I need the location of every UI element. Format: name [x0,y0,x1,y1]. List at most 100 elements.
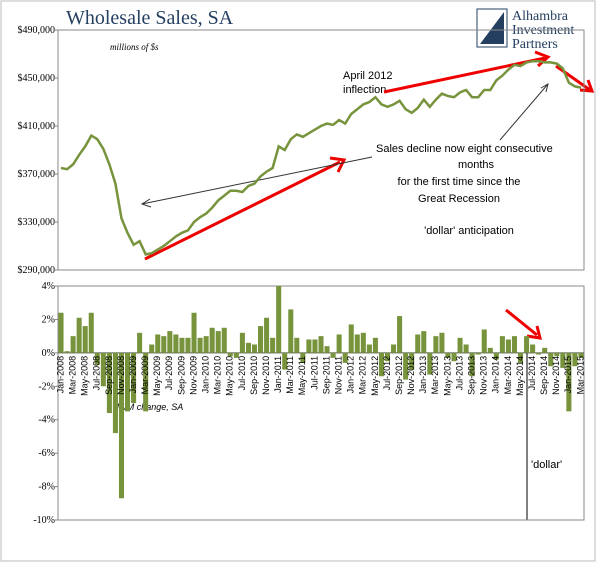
x-tick-label: May-2008 [80,356,90,396]
x-tick-label: Mar-2014 [503,356,513,395]
bar [517,352,524,363]
bar [560,352,566,368]
arrow-head [526,325,543,340]
bar [318,336,324,353]
bar [324,346,330,353]
y-tick-label: $410,000 [18,121,56,132]
bar [100,352,106,387]
x-tick-label: Mar-2013 [430,356,440,395]
bar [209,327,215,353]
x-tick-label: Nov-2008 [116,356,126,395]
pointer-head [540,82,549,93]
bar [112,352,118,434]
x-tick-label: Jul-2011 [309,356,319,390]
x-tick-label: Nov-2011 [334,356,344,394]
y-tick-label: $290,000 [18,265,56,276]
bar [360,332,366,353]
arrows [140,50,595,340]
y-tick-label: 0% [42,348,55,359]
bar [58,312,64,353]
subtitle: millions of $s [110,42,159,52]
x-tick-label: Sep-2013 [467,356,477,395]
bar [391,344,397,353]
annotation: months [458,159,495,171]
x-tick-label: Sep-2014 [539,356,549,395]
x-tick-label: Mar-2011 [285,356,295,394]
y-tick-label: -6% [38,448,55,459]
bar [276,286,282,353]
x-tick-label: Jan-2008 [55,356,65,394]
bar [118,352,125,499]
bar [70,336,76,353]
x-tick-label: May-2012 [370,356,380,396]
bar [227,352,233,357]
bar [348,324,354,353]
pointer-head [140,198,152,208]
bar [282,352,288,370]
x-tick-label: Nov-2010 [261,356,271,395]
bar [312,339,318,353]
bar [300,352,306,363]
x-tick-label: Jan-2010 [201,356,211,394]
x-tick-label: Jul-2010 [237,356,247,391]
bar [505,339,511,353]
y-tick-label: -8% [38,482,55,493]
arrow [505,308,538,337]
plot-frame [57,285,585,521]
bar [463,344,469,353]
bar [487,347,493,353]
bar [469,352,475,377]
bar [179,337,185,353]
bar [221,327,227,353]
x-tick-label: Sep-2011 [321,356,331,394]
logo-text: Alhambra [512,9,569,24]
x-tick-label: Sep-2009 [176,356,186,395]
x-tick-label: Jan-2012 [346,356,356,394]
bar [354,334,360,353]
x-tick-label: Mar-2015 [575,356,585,395]
y-tick-label: -2% [38,381,55,392]
y-tick-label: $370,000 [18,169,56,180]
y-tick-label: $450,000 [18,73,56,84]
x-tick-label: Mar-2008 [67,356,77,395]
bar [397,316,403,353]
bar [433,336,439,353]
pointer [499,83,549,141]
y-axis-label: M/M change, SA [117,402,184,412]
x-tick-label: May-2013 [442,356,452,396]
bar [548,352,554,367]
annotation: 'dollar' anticipation [424,225,514,237]
logo: Alhambra Investment Partners [476,8,574,52]
bar [421,331,427,353]
bar [215,331,221,353]
bar [149,344,155,353]
logo-text: Partners [512,37,558,52]
bar [245,342,251,353]
bar [554,352,560,357]
bar [185,337,191,353]
bar [481,329,487,353]
x-tick-label: Jul-2008 [92,356,102,391]
annotation: inflection [343,84,386,96]
x-tick-label: Jul-2009 [164,356,174,391]
annotation: Sales decline now eight consecutive [376,143,553,155]
bar [264,317,270,353]
bar [64,351,70,353]
bar [131,352,137,403]
line [60,59,582,256]
bar [82,326,88,353]
bar [457,337,463,353]
bar [306,339,312,353]
x-tick-label: Jan-2015 [563,356,573,394]
x-tick-label: Jul-2013 [454,356,464,391]
bar [566,352,572,412]
bar [330,352,336,358]
x-tick-label: Nov-2014 [551,356,561,395]
bar [233,352,239,358]
annotation: Great Recession [418,193,500,205]
x-tick-label: Jul-2014 [527,356,537,391]
x-tick-label: May-2009 [152,356,162,396]
bar [167,331,173,353]
bar [94,352,100,365]
